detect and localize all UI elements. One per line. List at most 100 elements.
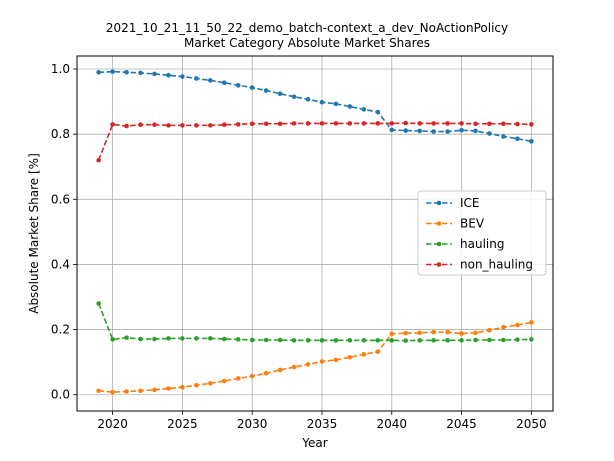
x-tick-label: 2040	[377, 417, 408, 431]
data-point	[291, 364, 297, 370]
data-point	[333, 338, 339, 343]
data-point	[277, 91, 283, 97]
data-point	[431, 121, 436, 126]
data-point	[263, 370, 269, 376]
data-point	[487, 131, 492, 136]
data-point	[138, 336, 143, 342]
data-point	[473, 128, 478, 134]
data-point	[501, 121, 506, 127]
data-point	[208, 336, 213, 341]
data-point	[110, 69, 115, 74]
data-point	[221, 122, 227, 128]
data-point	[180, 123, 185, 128]
data-point	[249, 85, 255, 90]
data-point	[166, 123, 171, 128]
data-point	[138, 70, 143, 76]
data-point	[194, 123, 199, 128]
data-point	[152, 122, 157, 128]
data-point	[305, 338, 311, 343]
data-point	[389, 127, 395, 133]
x-tick-label: 2045	[446, 417, 477, 431]
data-point	[319, 121, 325, 126]
legend-label: hauling	[460, 237, 504, 251]
data-point	[473, 337, 478, 343]
legend-label: non_hauling	[460, 258, 533, 272]
data-point	[515, 322, 520, 328]
y-tick-label: 0.4	[51, 257, 70, 271]
data-point	[180, 336, 185, 341]
series-layer	[96, 69, 534, 395]
data-point	[221, 378, 227, 384]
data-point	[221, 336, 227, 342]
legend-marker	[436, 262, 442, 267]
data-point	[263, 337, 269, 343]
data-point	[110, 389, 115, 395]
legend-item: hauling	[426, 237, 504, 251]
data-point	[305, 121, 311, 126]
legend-box	[417, 190, 547, 276]
data-point	[459, 331, 464, 336]
data-point	[361, 121, 367, 126]
data-point	[389, 338, 395, 343]
data-point	[124, 335, 129, 341]
data-point	[249, 373, 255, 379]
data-point	[403, 338, 409, 343]
data-point	[319, 338, 325, 343]
legend-item: BEV	[426, 217, 485, 231]
data-point	[208, 381, 213, 386]
data-point	[277, 337, 283, 343]
series-line	[98, 70, 532, 143]
data-point	[124, 389, 129, 394]
legend-label: BEV	[460, 217, 485, 231]
data-point	[152, 71, 157, 77]
chart-subtitle: Market Category Absolute Market Shares	[184, 36, 430, 50]
y-axis-label: Absolute Market Share [%]	[27, 153, 41, 314]
data-point	[389, 331, 395, 337]
legend: ICE BEV hauling non_hauling	[417, 190, 547, 276]
data-point	[263, 88, 269, 93]
y-tick-label: 0.6	[51, 192, 70, 206]
data-point	[431, 329, 436, 335]
data-point	[138, 122, 143, 128]
data-point	[166, 72, 171, 78]
data-point	[431, 129, 436, 134]
plot-frame	[76, 55, 554, 412]
data-point	[347, 338, 353, 343]
data-point	[263, 121, 269, 127]
data-point	[347, 354, 353, 360]
data-point	[124, 123, 129, 129]
data-point	[417, 330, 422, 336]
data-point	[208, 123, 213, 128]
data-point	[194, 76, 199, 81]
legend-item: non_hauling	[426, 258, 533, 272]
series-non_hauling	[96, 120, 534, 163]
series-line	[98, 321, 532, 393]
data-point	[529, 122, 534, 127]
data-point	[333, 357, 339, 363]
data-point	[403, 120, 409, 126]
data-point	[501, 337, 506, 343]
data-point	[445, 121, 450, 126]
data-point	[487, 327, 492, 333]
data-point	[110, 337, 115, 342]
data-point	[235, 83, 241, 88]
data-point	[305, 362, 311, 367]
data-point	[221, 80, 227, 86]
data-point	[180, 384, 185, 390]
data-point	[319, 99, 325, 105]
data-point	[249, 121, 255, 127]
data-point	[277, 367, 283, 373]
data-point	[515, 121, 520, 127]
data-point	[194, 336, 199, 341]
data-point	[361, 338, 367, 343]
series-line	[97, 303, 532, 342]
ticks: 2020 2025 2030 2035 2040 2045 2050 0.0 0.2 0.4 0.6…	[51, 62, 547, 431]
y-tick-label: 0.8	[51, 127, 70, 141]
x-tick-label: 2035	[307, 417, 338, 431]
data-point	[138, 388, 143, 394]
data-point	[96, 388, 101, 394]
legend-marker	[436, 200, 442, 206]
data-point	[152, 387, 157, 393]
data-point	[152, 336, 157, 342]
series-hauling	[96, 301, 534, 343]
